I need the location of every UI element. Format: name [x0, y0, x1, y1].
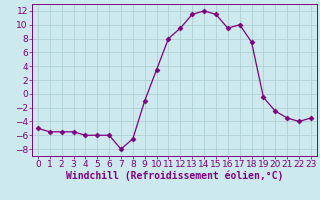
X-axis label: Windchill (Refroidissement éolien,°C): Windchill (Refroidissement éolien,°C): [66, 171, 283, 181]
